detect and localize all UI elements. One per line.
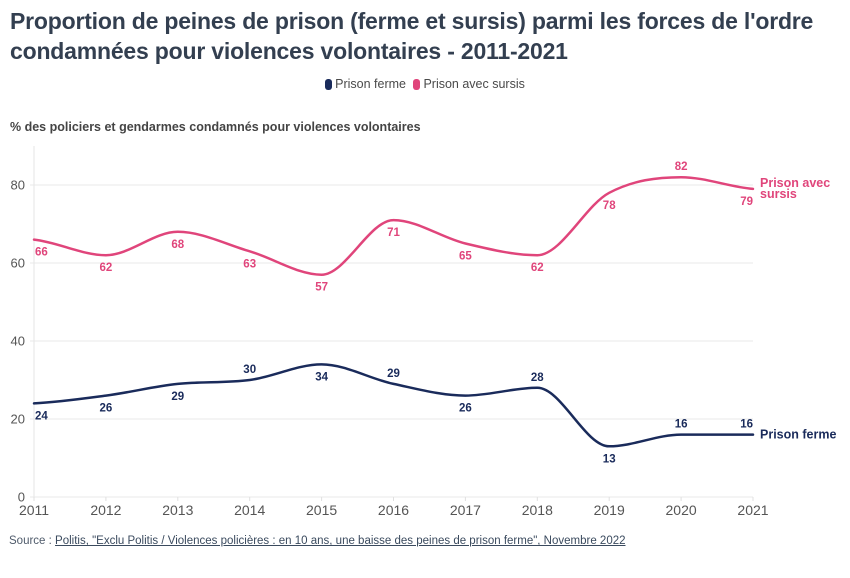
legend-swatch-prison-avec-sursis	[413, 78, 421, 90]
y-tick-label: 80	[11, 178, 25, 193]
data-label: 79	[740, 196, 753, 208]
data-label: 63	[243, 258, 256, 270]
y-axis-title: % des policiers et gendarmes condamnés p…	[10, 120, 421, 134]
y-tick-label: 20	[11, 412, 25, 427]
x-tick-label: 2017	[450, 502, 481, 518]
legend-item-prison-avec-sursis[interactable]: Prison avec sursis	[413, 77, 525, 91]
x-tick-label: 2020	[666, 502, 697, 518]
x-tick-label: 2014	[234, 502, 265, 518]
y-tick-label: 40	[11, 334, 25, 349]
data-label: 62	[100, 262, 113, 274]
data-label: 30	[243, 364, 256, 376]
data-label: 29	[171, 391, 184, 403]
x-tick-label: 2018	[522, 502, 553, 518]
data-label: 65	[459, 251, 472, 263]
series-line-prison-avec-sursis	[32, 175, 755, 276]
data-label: 66	[35, 247, 48, 259]
x-tick-label: 2011	[19, 502, 49, 518]
series-line-prison-ferme	[32, 363, 755, 448]
x-tick-label: 2013	[162, 502, 193, 518]
legend-item-prison-ferme[interactable]: Prison ferme	[325, 77, 406, 91]
series-end-label: sursis	[760, 187, 797, 201]
source-link[interactable]: Politis, "Exclu Politis / Violences poli…	[55, 535, 626, 547]
data-label: 57	[315, 282, 328, 294]
data-label: 24	[35, 410, 48, 422]
data-label: 26	[100, 403, 113, 415]
legend-label: Prison avec sursis	[423, 77, 525, 91]
data-label: 16	[740, 419, 753, 431]
series-end-label: Prison ferme	[760, 428, 836, 442]
data-label: 62	[531, 262, 544, 274]
y-tick-label: 0	[18, 490, 25, 505]
legend-swatch-prison-ferme	[325, 78, 333, 90]
x-tick-label: 2019	[594, 502, 625, 518]
series-end-label: Prison avec	[760, 176, 830, 190]
source-note: Source : Politis, "Exclu Politis / Viole…	[9, 535, 626, 547]
data-label: 82	[675, 161, 688, 173]
data-label: 16	[675, 419, 688, 431]
data-label: 34	[315, 371, 328, 383]
x-tick-label: 2016	[378, 502, 409, 518]
data-label: 78	[603, 200, 616, 212]
data-label: 29	[387, 368, 400, 380]
chart-title: Proportion de peines de prison (ferme et…	[10, 8, 814, 64]
data-label: 68	[171, 239, 184, 251]
data-label: 26	[459, 403, 472, 415]
data-label: 71	[387, 227, 400, 239]
x-tick-label: 2012	[90, 502, 121, 518]
data-label: 28	[531, 372, 544, 384]
source-prefix: Source :	[9, 535, 56, 547]
data-label: 13	[603, 453, 616, 465]
legend: Prison ferme Prison avec sursis	[0, 77, 850, 93]
x-tick-label: 2015	[306, 502, 337, 518]
legend-label: Prison ferme	[335, 77, 406, 91]
y-tick-label: 60	[11, 256, 25, 271]
x-tick-label: 2021	[737, 502, 768, 518]
